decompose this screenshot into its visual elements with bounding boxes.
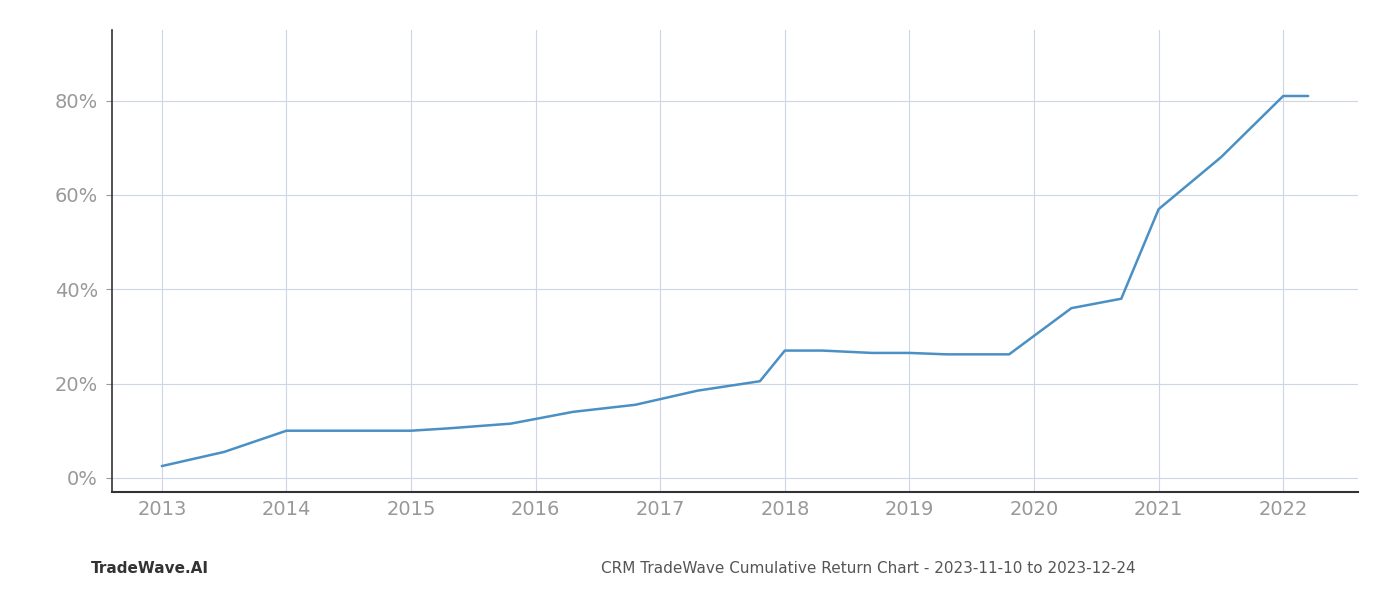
Text: TradeWave.AI: TradeWave.AI [91,561,209,576]
Text: CRM TradeWave Cumulative Return Chart - 2023-11-10 to 2023-12-24: CRM TradeWave Cumulative Return Chart - … [601,561,1135,576]
